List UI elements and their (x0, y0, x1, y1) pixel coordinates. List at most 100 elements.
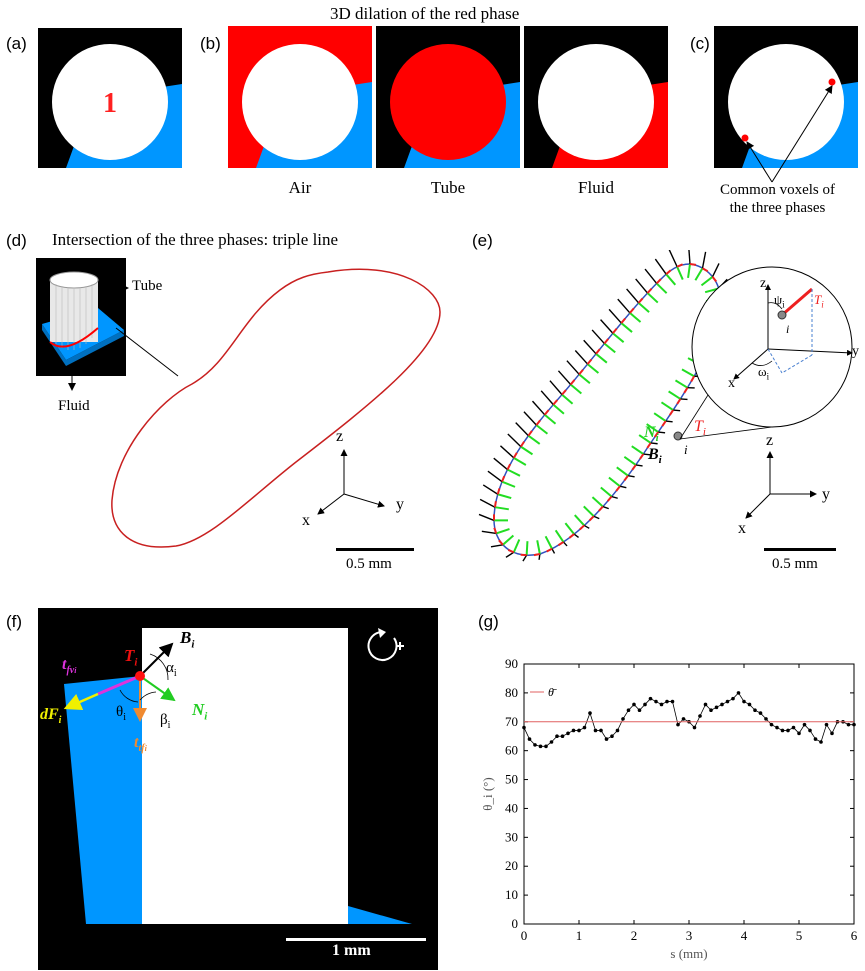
binormal-vector (593, 515, 600, 520)
normal-vector (512, 539, 521, 553)
binormal-vector (478, 513, 495, 522)
normal-vector (616, 466, 629, 477)
data-point (588, 711, 592, 715)
normal-vector (638, 434, 652, 444)
data-point (808, 728, 812, 733)
data-point (577, 728, 581, 733)
normal-vector (497, 493, 512, 500)
normal-vector (525, 541, 529, 556)
normal-vector (591, 496, 604, 508)
panel-label-b: (b) (200, 34, 221, 53)
zoom-i: i (786, 322, 790, 336)
normal-vector (544, 535, 553, 550)
data-point (852, 722, 856, 727)
binormal-vector (608, 308, 622, 324)
normal-vector (561, 393, 574, 405)
tangent-vector (569, 379, 576, 386)
binormal-vector (611, 495, 618, 499)
data-point (780, 728, 785, 733)
binormal-vector (635, 464, 643, 467)
binormal-vector (540, 390, 554, 406)
binormal-vector (573, 533, 579, 539)
axis-z-e: z (766, 432, 774, 449)
binormal-vector (602, 505, 609, 510)
normal-vector (536, 540, 541, 555)
tangent-vector (646, 442, 652, 449)
binormal-vector (591, 329, 605, 345)
caption-air: Air (288, 178, 312, 197)
tangent-vector (586, 358, 593, 365)
tangent-vector (676, 398, 682, 405)
data-point (753, 708, 757, 713)
x-tick-label: 6 (851, 928, 858, 943)
x-tick-label: 4 (741, 928, 748, 943)
binormal-vector (643, 453, 651, 456)
tangent-vector (527, 430, 533, 437)
data-point (846, 722, 851, 727)
data-point (593, 728, 598, 733)
tangent-vector (653, 431, 660, 438)
data-point (571, 728, 576, 733)
binormal-vector (557, 370, 572, 385)
tangent-vector (588, 515, 595, 522)
tangent-vector (676, 263, 684, 268)
tangent-vector (620, 317, 626, 324)
binormal-vector (531, 400, 546, 416)
data-point (813, 737, 818, 741)
label-B-e: Bi (648, 446, 662, 467)
normal-vector (495, 528, 510, 535)
normal-vector (681, 368, 695, 378)
tangent-vector (546, 547, 553, 553)
label-beta-f: βi (160, 712, 171, 731)
tangent-vector (557, 541, 564, 547)
normal-vector (554, 529, 565, 543)
x-axis-label: s (mm) (670, 946, 707, 961)
binormal-vector (673, 409, 681, 412)
triple-line-d (111, 268, 441, 548)
caption-tube: Tube (430, 178, 466, 197)
normal-vector (660, 401, 674, 411)
normal-vector (600, 486, 613, 498)
tangent-vector (646, 287, 653, 294)
binormal-vector (481, 530, 497, 535)
label-N-e: Ni (644, 424, 659, 445)
tangent-vector (631, 464, 637, 471)
data-point (527, 737, 532, 741)
binormal-vector (562, 541, 568, 547)
tangent-vector (655, 278, 662, 285)
binormal-vector (551, 548, 556, 554)
data-point (725, 699, 730, 704)
panel-b-fluid-image (524, 26, 668, 168)
binormal-vector (635, 278, 649, 294)
normal-vector (502, 534, 515, 546)
normal-vector (520, 445, 534, 456)
tangent-vector (665, 269, 672, 275)
tangent-vector (552, 399, 558, 406)
panel-label-a: (a) (6, 34, 27, 53)
tangent-vector (701, 267, 709, 273)
tangent-vector (690, 375, 696, 382)
data-point (769, 722, 774, 727)
panel-b-air-image (228, 26, 372, 168)
binormal-vector (668, 250, 678, 268)
binormal-vector (600, 319, 614, 334)
axis-x-d: x (302, 512, 310, 529)
tangent-vector (493, 501, 497, 508)
y-tick-label: 80 (505, 685, 518, 700)
data-point (566, 731, 570, 736)
data-point (643, 702, 647, 707)
zoom-omega: ωi (758, 364, 770, 382)
data-point (560, 734, 565, 739)
binormal-vector (549, 380, 563, 396)
binormal-vector (493, 457, 508, 471)
triple-line-e (478, 250, 730, 562)
common-voxel-dot (741, 134, 749, 142)
data-point (802, 722, 807, 727)
tangent-vector (579, 524, 585, 531)
top-title: 3D dilation of the red phase (330, 4, 520, 23)
tangent-vector (595, 348, 601, 355)
normal-vector (564, 522, 575, 535)
scale-bar-d (336, 548, 414, 551)
data-point (654, 699, 658, 704)
